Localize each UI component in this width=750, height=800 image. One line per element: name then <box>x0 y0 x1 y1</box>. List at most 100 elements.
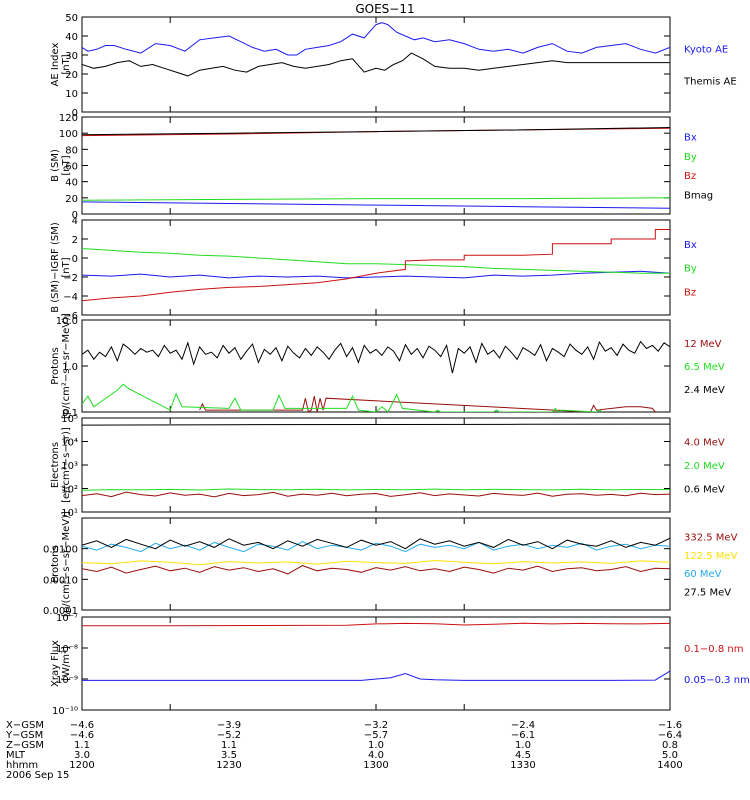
panel-1-frame <box>81 16 671 113</box>
series-line <box>82 541 670 553</box>
series-line <box>82 537 670 550</box>
axis-row-label: X−GSM <box>6 720 44 731</box>
series-line <box>82 248 670 274</box>
series-line <box>82 622 670 627</box>
series-line <box>82 491 670 498</box>
y-tick-label: −2 <box>63 273 78 284</box>
axis-row-value: 5.0 <box>662 750 678 761</box>
y-tick-label: 30 <box>65 51 78 62</box>
legend-entry: 60 MeV <box>684 569 722 580</box>
legend-entry: 2.0 MeV <box>684 461 725 472</box>
axis-row-value: 1230 <box>216 760 241 771</box>
y-tick-label: −6 <box>63 311 78 322</box>
y-tick-label: 40 <box>65 32 78 43</box>
y-tick-label: 1.0 <box>62 362 78 373</box>
panel-5-frame <box>81 417 671 513</box>
axis-row-value: −4.6 <box>70 730 94 741</box>
plot-title: GOES−11 <box>355 2 414 16</box>
legend-entry: Bx <box>684 240 697 251</box>
axis-row-label: Y−GSM <box>5 730 43 741</box>
axis-row-label: Z−GSM <box>6 740 44 751</box>
y-tick-label: 10⁻⁹ <box>56 675 78 686</box>
axis-row-value: −5.7 <box>364 730 388 741</box>
y-axis-label: B (SM)−IGRF (SM) <box>50 222 61 313</box>
y-axis-label: [nT] <box>61 155 72 175</box>
y-tick-label: 80 <box>65 145 78 156</box>
series-line <box>82 127 670 136</box>
legend-entry: 0.05−0.3 nm <box>684 675 750 686</box>
y-axis-label: [e/(cm²−s−sr)] <box>61 427 72 503</box>
legend-entry: 332.5 MeV <box>684 532 738 543</box>
series-line <box>82 340 670 374</box>
y-axis-label: [W/m²] <box>61 646 72 681</box>
axis-row-value: −2.4 <box>511 720 535 731</box>
legend-entry: 27.5 MeV <box>684 588 731 599</box>
axis-row-value: −1.6 <box>658 720 682 731</box>
series-line <box>82 229 670 302</box>
y-axis-label: Electrons <box>50 442 61 488</box>
legend-entry: Bmag <box>684 191 713 202</box>
y-tick-label: 10 <box>65 89 78 100</box>
legend-entry: Themis AE <box>683 76 737 87</box>
axis-row-value: 1.1 <box>74 740 90 751</box>
panel-6-frame <box>81 517 671 611</box>
y-tick-label: 40 <box>65 178 78 189</box>
axis-row-value: −4.6 <box>70 720 94 731</box>
series-line <box>82 565 670 575</box>
axis-row-value: 1300 <box>363 760 388 771</box>
legend-entry: 0.6 MeV <box>684 485 725 496</box>
y-tick-label: 0.0100 <box>43 545 78 556</box>
legend-entry: 0.1−0.8 nm <box>684 644 743 655</box>
y-axis-label: AE Index <box>50 42 61 86</box>
y-tick-label: 50 <box>65 13 78 24</box>
legend-entry: 2.4 MeV <box>684 385 725 396</box>
axis-row-value: 1330 <box>510 760 535 771</box>
series-line <box>82 22 670 56</box>
y-axis-label: Xray Flux <box>50 640 61 687</box>
series-line <box>82 383 603 412</box>
series-line <box>82 197 670 201</box>
y-axis-label: Protons <box>50 347 61 384</box>
axis-row-value: 1.0 <box>368 740 384 751</box>
axis-row-value: 0.8 <box>662 740 678 751</box>
date-label: 2006 Sep 15 <box>6 770 69 781</box>
y-axis-label: [p/(cm²−s−sr−MeV)] <box>61 511 72 617</box>
series-line <box>82 201 670 209</box>
y-tick-label: 0 <box>72 254 78 265</box>
axis-row-value: 1.1 <box>221 740 237 751</box>
y-tick-label: 10⁴ <box>61 438 78 449</box>
legend-entry: Kyoto AE <box>684 45 728 56</box>
y-tick-label: 10¹ <box>61 508 78 519</box>
axis-row-value: −6.4 <box>658 730 682 741</box>
y-tick-label: 0.0010 <box>43 575 78 586</box>
y-axis-label: [nT] <box>61 257 72 277</box>
y-tick-label: 2 <box>72 235 78 246</box>
panel-3-frame <box>81 219 671 316</box>
y-axis-label: [p/(cm²−s−sr−MeV)] <box>61 313 72 419</box>
y-tick-label: 10⁻¹⁰ <box>52 706 78 717</box>
series-line <box>199 396 656 412</box>
axis-row-value: 3.5 <box>221 750 237 761</box>
y-axis-label: [nT] <box>61 54 72 74</box>
axis-row-value: −3.2 <box>364 720 388 731</box>
legend-entry: Bx <box>684 132 697 143</box>
axis-row-label: MLT <box>6 750 26 761</box>
axis-row-value: 4.0 <box>368 750 384 761</box>
legend-entry: Bz <box>684 171 696 182</box>
legend-entry: 12 MeV <box>684 339 722 350</box>
y-tick-label: −4 <box>63 292 78 303</box>
legend-entry: By <box>684 264 697 275</box>
y-tick-label: 0 <box>72 210 78 221</box>
axis-row-value: 3.0 <box>74 750 90 761</box>
y-tick-label: 10² <box>61 485 78 496</box>
y-tick-label: 10.0 <box>56 316 78 327</box>
axis-row-label: hhmm <box>6 760 38 771</box>
legend-entry: 122.5 MeV <box>684 551 738 562</box>
y-tick-label: 120 <box>59 113 78 124</box>
legend-entry: 6.5 MeV <box>684 362 725 373</box>
panel-4-frame <box>81 319 671 413</box>
legend-entry: 4.0 MeV <box>684 438 725 449</box>
axis-row-value: −6.1 <box>511 730 535 741</box>
y-tick-label: 20 <box>65 70 78 81</box>
legend-entry: By <box>684 152 697 163</box>
